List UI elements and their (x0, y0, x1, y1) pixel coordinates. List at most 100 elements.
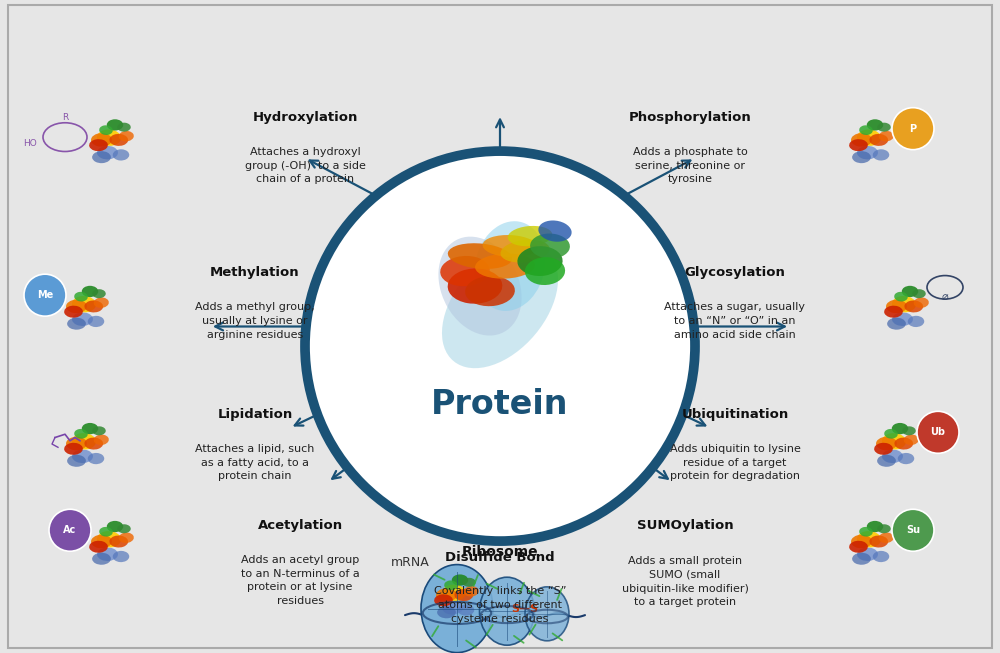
Ellipse shape (97, 146, 118, 159)
Ellipse shape (97, 129, 121, 146)
Ellipse shape (438, 236, 522, 336)
Ellipse shape (109, 535, 128, 547)
Ellipse shape (500, 240, 550, 263)
Ellipse shape (442, 244, 558, 368)
Ellipse shape (113, 551, 129, 562)
Ellipse shape (902, 426, 916, 436)
Ellipse shape (64, 306, 83, 317)
Ellipse shape (475, 253, 535, 279)
Ellipse shape (884, 429, 898, 439)
Ellipse shape (877, 123, 891, 132)
Ellipse shape (857, 547, 878, 561)
Ellipse shape (849, 139, 868, 151)
Ellipse shape (852, 151, 871, 163)
Ellipse shape (454, 589, 473, 601)
Ellipse shape (89, 139, 108, 151)
Ellipse shape (82, 423, 98, 434)
Ellipse shape (517, 246, 563, 276)
Ellipse shape (908, 316, 924, 327)
Ellipse shape (892, 509, 934, 551)
Text: Me: Me (37, 290, 53, 300)
Ellipse shape (525, 587, 569, 641)
Ellipse shape (109, 134, 128, 146)
Ellipse shape (119, 131, 134, 141)
Ellipse shape (894, 292, 908, 302)
Ellipse shape (92, 426, 106, 436)
Ellipse shape (84, 438, 103, 449)
Ellipse shape (884, 306, 903, 317)
Ellipse shape (879, 131, 894, 141)
Text: Phosphorylation: Phosphorylation (629, 111, 751, 124)
Ellipse shape (437, 606, 456, 618)
Ellipse shape (876, 437, 897, 451)
Ellipse shape (852, 552, 871, 565)
Ellipse shape (849, 541, 868, 552)
Ellipse shape (873, 150, 889, 161)
Ellipse shape (444, 581, 458, 590)
Ellipse shape (508, 226, 552, 246)
Text: Ub: Ub (930, 427, 946, 438)
Ellipse shape (434, 594, 453, 606)
Ellipse shape (117, 123, 131, 132)
Ellipse shape (892, 108, 934, 150)
Text: Disulfide Bond: Disulfide Bond (445, 550, 555, 564)
Ellipse shape (882, 433, 906, 449)
Ellipse shape (859, 527, 873, 537)
Ellipse shape (869, 535, 888, 547)
Text: Protein: Protein (431, 389, 569, 421)
Ellipse shape (483, 235, 537, 257)
Ellipse shape (117, 524, 131, 534)
Text: mRNA: mRNA (391, 556, 429, 569)
Ellipse shape (97, 531, 121, 547)
Text: Attaches a hydroxyl
group (-OH)  to a side
chain of a protein: Attaches a hydroxyl group (-OH) to a sid… (245, 147, 365, 184)
Ellipse shape (475, 221, 545, 311)
Ellipse shape (91, 535, 112, 549)
Ellipse shape (904, 300, 923, 312)
Ellipse shape (874, 443, 893, 454)
Ellipse shape (72, 312, 93, 326)
Ellipse shape (464, 586, 479, 596)
Ellipse shape (440, 256, 490, 286)
Text: Ribosome: Ribosome (462, 545, 538, 559)
Ellipse shape (892, 312, 913, 326)
Ellipse shape (442, 601, 463, 614)
Ellipse shape (94, 298, 109, 308)
Text: Hydroxylation: Hydroxylation (252, 111, 358, 124)
Ellipse shape (867, 119, 883, 131)
Ellipse shape (458, 605, 474, 616)
Ellipse shape (538, 221, 572, 242)
Ellipse shape (917, 411, 959, 453)
Ellipse shape (904, 435, 919, 445)
Ellipse shape (49, 509, 91, 551)
Ellipse shape (879, 533, 894, 543)
Ellipse shape (851, 535, 872, 549)
Ellipse shape (902, 286, 918, 297)
Ellipse shape (72, 449, 93, 463)
Ellipse shape (892, 296, 916, 312)
Ellipse shape (107, 521, 123, 532)
Ellipse shape (867, 521, 883, 532)
Ellipse shape (119, 533, 134, 543)
Text: Ac: Ac (63, 525, 77, 535)
Text: Adds a phosphate to
serine, threonine or
tyrosine: Adds a phosphate to serine, threonine or… (633, 147, 747, 184)
Text: HO: HO (23, 139, 37, 148)
Text: Acetylation: Acetylation (257, 519, 343, 532)
Text: Adds ubiquitin to lysine
residue of a target
protein for degradation: Adds ubiquitin to lysine residue of a ta… (670, 444, 800, 481)
Ellipse shape (877, 524, 891, 534)
Ellipse shape (64, 443, 83, 454)
Ellipse shape (99, 125, 113, 135)
Text: Ubiquitination: Ubiquitination (681, 408, 789, 421)
Ellipse shape (873, 551, 889, 562)
Ellipse shape (525, 257, 565, 285)
Ellipse shape (94, 435, 109, 445)
Ellipse shape (859, 125, 873, 135)
Ellipse shape (436, 588, 457, 602)
Ellipse shape (97, 547, 118, 561)
Ellipse shape (92, 289, 106, 298)
Ellipse shape (857, 531, 881, 547)
Ellipse shape (91, 133, 112, 147)
Ellipse shape (67, 454, 86, 467)
Text: Adds a methyl group,
usually at lysine or
arginine residues: Adds a methyl group, usually at lysine o… (195, 302, 315, 340)
Ellipse shape (88, 316, 104, 327)
Text: Adds a small protein
SUMO (small
ubiquitin-like modifier)
to a target protein: Adds a small protein SUMO (small ubiquit… (622, 556, 748, 607)
